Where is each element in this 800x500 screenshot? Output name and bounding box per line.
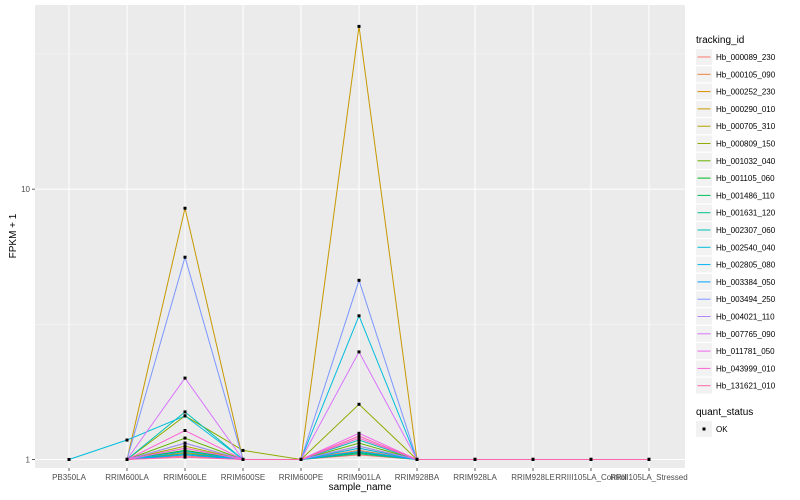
legend-label: OK <box>716 425 728 434</box>
data-point <box>357 444 361 448</box>
x-tick-label: RRIII105LA_Control <box>555 473 627 482</box>
legend-label: Hb_002540_040 <box>716 243 776 252</box>
data-point <box>183 410 187 414</box>
legend-label: Hb_007765_090 <box>716 330 776 339</box>
legend-label: Hb_001105_060 <box>716 174 775 183</box>
data-point <box>183 441 187 445</box>
x-tick-label: RRIM928BA <box>395 473 440 482</box>
data-point <box>183 450 187 454</box>
data-point <box>183 453 187 457</box>
data-point <box>357 434 361 438</box>
x-tick-label: RRIM600PE <box>279 473 323 482</box>
y-tick-label: 1 <box>26 455 31 464</box>
legend-label: Hb_000705_310 <box>716 122 776 131</box>
data-point <box>183 444 187 448</box>
data-point <box>473 457 477 461</box>
series-points <box>67 24 651 461</box>
x-tick-label: RRIM928LA <box>453 473 497 482</box>
legend-label: Hb_002307_060 <box>716 226 776 235</box>
grid-minor <box>35 53 685 325</box>
legend-label: Hb_000089_230 <box>716 53 776 62</box>
data-point <box>241 457 245 461</box>
data-point <box>183 455 187 459</box>
legend-label: Hb_003494_250 <box>716 295 776 304</box>
x-tick-label: RRIM600SE <box>221 473 265 482</box>
data-point <box>357 438 361 442</box>
legend-label: Hb_001486_110 <box>716 191 775 200</box>
x-tick-label: RRIM600LE <box>163 473 207 482</box>
data-point <box>125 438 129 442</box>
data-point <box>183 206 187 210</box>
data-point <box>531 457 535 461</box>
data-point <box>357 350 361 354</box>
legend: tracking_id Hb_000089_230 Hb_000105_090 Hb_… <box>696 35 776 437</box>
data-point <box>241 448 245 452</box>
legend-label: Hb_000809_150 <box>716 140 776 149</box>
data-point <box>357 24 361 28</box>
legend-label: Hb_001032_040 <box>716 157 776 166</box>
data-point <box>183 255 187 259</box>
legend-label: Hb_003384_050 <box>716 278 776 287</box>
legend-label: Hb_004021_110 <box>716 313 775 322</box>
data-point <box>357 436 361 440</box>
x-axis-title: sample_name <box>329 482 392 493</box>
data-point <box>357 441 361 445</box>
data-point <box>67 457 71 461</box>
data-point <box>357 452 361 456</box>
legend-label: Hb_000105_090 <box>716 70 776 79</box>
shape-legend-title: quant_status <box>696 407 753 418</box>
series-lines <box>68 26 649 461</box>
data-point <box>357 450 361 454</box>
x-tick-label: RRIM600LA <box>105 473 149 482</box>
data-point <box>357 314 361 318</box>
data-point <box>183 414 187 418</box>
data-point <box>125 457 129 461</box>
legend-label: Hb_000290_010 <box>716 105 776 114</box>
data-point <box>183 436 187 440</box>
color-legend-title: tracking_id <box>696 35 744 46</box>
legend-label: Hb_002805_080 <box>716 261 776 270</box>
data-point <box>357 431 361 435</box>
axes: PB350LA RRIM600LA RRIM600LE RRIM600SE RRIM60… <box>21 185 688 482</box>
data-point <box>299 457 303 461</box>
plot-panel <box>35 5 685 468</box>
y-tick-label: 10 <box>21 185 30 194</box>
legend-label: Hb_043999_010 <box>716 364 776 373</box>
data-point <box>183 376 187 380</box>
data-point <box>357 278 361 282</box>
legend-label: Hb_001631_120 <box>716 209 776 218</box>
data-point <box>183 428 187 432</box>
legend-key-point <box>702 427 706 431</box>
series-line <box>126 435 649 460</box>
data-point <box>647 457 651 461</box>
legend-label: Hb_131621_010 <box>716 382 776 391</box>
legend-label: Hb_000252_230 <box>716 88 776 97</box>
x-tick-label: RRIM901LA <box>337 473 381 482</box>
x-tick-label: RRIM928LE <box>511 473 555 482</box>
data-point <box>357 402 361 406</box>
x-tick-label: PB350LA <box>52 473 86 482</box>
x-tick-label: RRIII105LA_Stressed <box>610 473 687 482</box>
legend-label: Hb_011781_050 <box>716 347 775 356</box>
y-axis-title: FPKM + 1 <box>8 213 19 258</box>
data-point <box>415 457 419 461</box>
data-point <box>183 446 187 450</box>
data-point <box>589 457 593 461</box>
data-point <box>357 446 361 450</box>
